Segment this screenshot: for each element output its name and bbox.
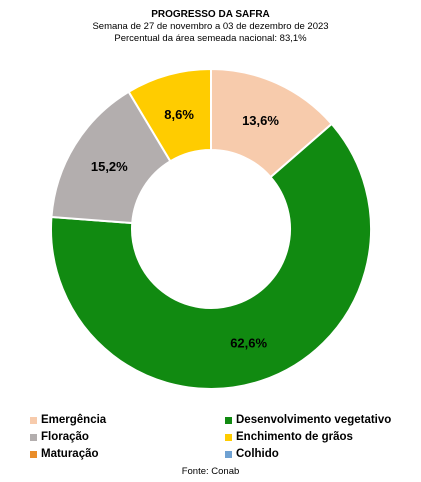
chart-header: PROGRESSO DA SAFRA Semana de 27 de novem… bbox=[0, 8, 421, 45]
legend-label-colhido: Colhido bbox=[236, 448, 279, 460]
legend-swatch-maturacao bbox=[30, 450, 37, 458]
legend-item-colhido: Colhido bbox=[225, 447, 410, 461]
legend-label-floracao: Floração bbox=[41, 431, 89, 443]
slice-label-enchimento-de-graos: 8,6% bbox=[164, 107, 194, 122]
legend-label-enchimento: Enchimento de grãos bbox=[236, 431, 353, 443]
legend-item-maturacao: Maturação bbox=[30, 447, 225, 461]
chart-subtitle-area: Percentual da área semeada nacional: 83,… bbox=[114, 33, 307, 44]
legend-item-enchimento: Enchimento de grãos bbox=[225, 430, 410, 444]
legend-item-desenvolvimento: Desenvolvimento vegetativo bbox=[225, 413, 410, 427]
slice-label-floracao: 15,2% bbox=[91, 159, 128, 174]
legend-swatch-enchimento bbox=[225, 433, 232, 441]
legend-swatch-floracao bbox=[30, 433, 37, 441]
legend-label-emergencia: Emergência bbox=[41, 414, 107, 426]
chart-title: PROGRESSO DA SAFRA bbox=[151, 9, 270, 20]
chart-legend: Emergência Desenvolvimento vegetativo Fl… bbox=[30, 413, 410, 461]
legend-swatch-colhido bbox=[225, 450, 232, 458]
legend-label-desenvolvimento: Desenvolvimento vegetativo bbox=[236, 414, 392, 426]
legend-label-maturacao: Maturação bbox=[41, 448, 99, 460]
slice-label-emergencia: 13,6% bbox=[242, 113, 279, 128]
slice-desenvolvimento-vegetativo bbox=[50, 122, 372, 390]
chart-source: Fonte: Conab bbox=[181, 466, 240, 477]
donut-chart: 13,6% 62,6% 15,2% 8,6% bbox=[50, 67, 372, 390]
chart-subtitle-week: Semana de 27 de novembro a 03 de dezembr… bbox=[92, 21, 329, 32]
slice-label-desenvolvimento-vegetativo: 62,6% bbox=[230, 335, 267, 350]
legend-item-floracao: Floração bbox=[30, 430, 225, 444]
legend-swatch-desenvolvimento bbox=[225, 416, 232, 424]
slice-enchimento-de-graos bbox=[127, 67, 212, 163]
legend-item-emergencia: Emergência bbox=[30, 413, 225, 427]
legend-swatch-emergencia bbox=[30, 416, 37, 424]
